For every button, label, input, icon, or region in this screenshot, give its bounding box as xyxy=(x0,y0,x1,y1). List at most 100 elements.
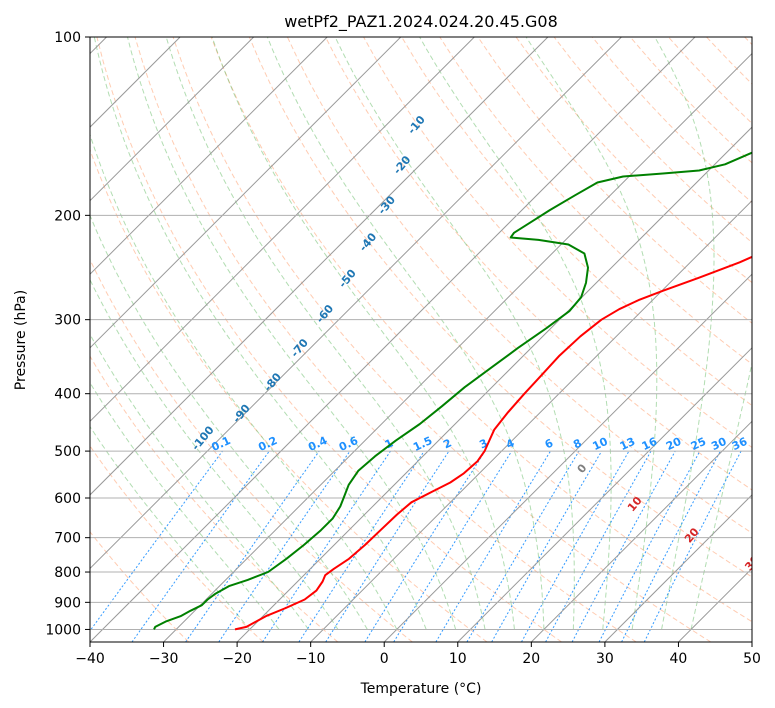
moist-adiabat-line xyxy=(90,278,339,630)
x-tick-label: 40 xyxy=(669,651,687,667)
dry-adiabat-line xyxy=(96,37,562,642)
potential-temperature-label: -30 xyxy=(375,193,398,217)
mixing-ratio-label: 30 xyxy=(709,435,729,453)
mixing-ratio-label: 13 xyxy=(618,435,637,453)
moist-adiabat-line xyxy=(690,360,752,630)
y-tick-label: 400 xyxy=(54,387,81,403)
y-tick-label: 800 xyxy=(54,565,81,581)
potential-temperature-label: -20 xyxy=(391,153,414,177)
isotherm-line xyxy=(90,37,328,275)
potential-temperature-label: -40 xyxy=(357,230,380,254)
moist-adiabat-line xyxy=(93,37,427,630)
isotherm-line xyxy=(457,347,752,642)
x-tick-label: −20 xyxy=(222,651,252,667)
isotherm-line xyxy=(383,273,752,642)
wet-bulb-label: 20 xyxy=(682,525,702,545)
mixing-ratio-label: 25 xyxy=(689,435,708,453)
mixing-ratio-label: 20 xyxy=(664,435,684,453)
x-axis-ticks: −40 −30 −20 −10 0 10 20 30 40 50 xyxy=(75,642,761,667)
mixing-ratio-label: 36 xyxy=(730,435,750,453)
mixing-ratio-line xyxy=(90,450,223,632)
dry-adiabat-line xyxy=(591,37,752,204)
mixing-ratio-line xyxy=(571,450,676,642)
dry-adiabat-line xyxy=(210,37,752,623)
x-axis-label: Temperature (°C) xyxy=(360,681,482,697)
y-tick-label: 600 xyxy=(54,491,81,507)
dry-adiabat-line xyxy=(553,37,752,244)
y-tick-label: 100 xyxy=(54,30,81,46)
isotherm-line xyxy=(678,567,752,642)
isotherm-line xyxy=(530,420,752,642)
dewpoint-trace xyxy=(153,151,752,630)
dry-adiabats xyxy=(90,37,752,642)
dry-adiabat-line xyxy=(90,445,264,642)
dry-adiabat-line xyxy=(629,37,752,164)
mixing-ratio-label: 2 xyxy=(441,436,453,451)
isotherm-line xyxy=(163,52,752,642)
plot-area: 0.1 0.2 0.4 0.6 1 1.5 2 3 4 6 8 10 13 16 20 25 30 36-100-… xyxy=(90,37,752,642)
mixing-ratio-line xyxy=(545,450,652,642)
y-axis-ticks: 100 200 300 400 500 600 700 800 900 1000 xyxy=(45,30,90,638)
mixing-ratio-line xyxy=(466,450,580,642)
y-tick-label: 900 xyxy=(54,595,81,611)
isotherms xyxy=(90,37,752,642)
isotherm-line xyxy=(90,37,549,496)
mixing-ratio-label: 4 xyxy=(504,436,517,451)
isotherm-line xyxy=(90,37,255,202)
isotherm-line xyxy=(90,37,402,349)
y-axis-label: Pressure (hPa) xyxy=(13,290,29,390)
dry-adiabat-line xyxy=(325,37,752,491)
mixing-ratio-label: 10 xyxy=(591,435,611,453)
y-tick-label: 200 xyxy=(54,208,81,224)
dry-adiabat-line xyxy=(477,37,752,324)
moist-adiabat-line xyxy=(525,37,658,630)
mixing-ratio-line xyxy=(393,450,513,642)
moist-adiabat-line xyxy=(90,214,368,630)
moist-adiabat-line xyxy=(90,425,251,630)
y-tick-label: 300 xyxy=(54,313,81,329)
mixing-ratio-line xyxy=(325,450,450,642)
moist-adiabat-line xyxy=(90,381,280,630)
dry-adiabat-line xyxy=(90,355,339,642)
x-tick-label: −40 xyxy=(75,651,105,667)
mixing-ratio-lines xyxy=(90,450,742,642)
mixing-ratio-label: 16 xyxy=(640,435,660,453)
moist-adiabat-line xyxy=(266,37,545,630)
dry-adiabat-line xyxy=(706,37,752,85)
x-tick-label: −10 xyxy=(296,651,326,667)
dry-adiabat-line xyxy=(90,258,413,642)
moist-adiabat-line xyxy=(127,37,457,630)
x-tick-label: −30 xyxy=(149,651,179,667)
dry-adiabat-line xyxy=(90,148,488,642)
dry-adiabat-line xyxy=(515,37,752,284)
isotherm-line xyxy=(90,37,622,570)
y-tick-label: 700 xyxy=(54,531,81,547)
x-tick-label: 20 xyxy=(522,651,540,667)
dry-adiabat-line xyxy=(134,37,637,642)
x-tick-label: 50 xyxy=(743,651,761,667)
mixing-ratio-line xyxy=(185,450,320,642)
potential-temperature-label: -10 xyxy=(405,113,428,137)
mixing-ratio-line xyxy=(521,450,630,642)
dry-adiabat-line xyxy=(90,531,190,642)
mixing-ratio-label: 6 xyxy=(543,436,556,451)
moist-adiabat-line xyxy=(419,37,612,630)
dry-adiabat-line xyxy=(248,37,752,578)
isotherm-line xyxy=(604,494,752,642)
x-tick-label: 10 xyxy=(449,651,467,667)
mixing-ratio-line xyxy=(643,450,742,642)
x-tick-label: 30 xyxy=(596,651,614,667)
isotherm-line xyxy=(751,641,752,642)
moist-adiabat-line xyxy=(90,133,398,630)
isotherm-line xyxy=(236,126,752,642)
sounding-traces xyxy=(153,151,752,631)
chart-title: wetPf2_PAZ1.2024.024.20.45.G08 xyxy=(284,12,558,32)
wet-bulb-label: 0 xyxy=(575,461,590,475)
mixing-ratio-line xyxy=(262,450,391,642)
isotherm-line xyxy=(90,37,696,642)
isotherm-line xyxy=(90,37,475,423)
dry-adiabat-line xyxy=(744,37,752,46)
pressure-gridlines xyxy=(90,37,752,630)
isotherm-line xyxy=(310,199,752,642)
